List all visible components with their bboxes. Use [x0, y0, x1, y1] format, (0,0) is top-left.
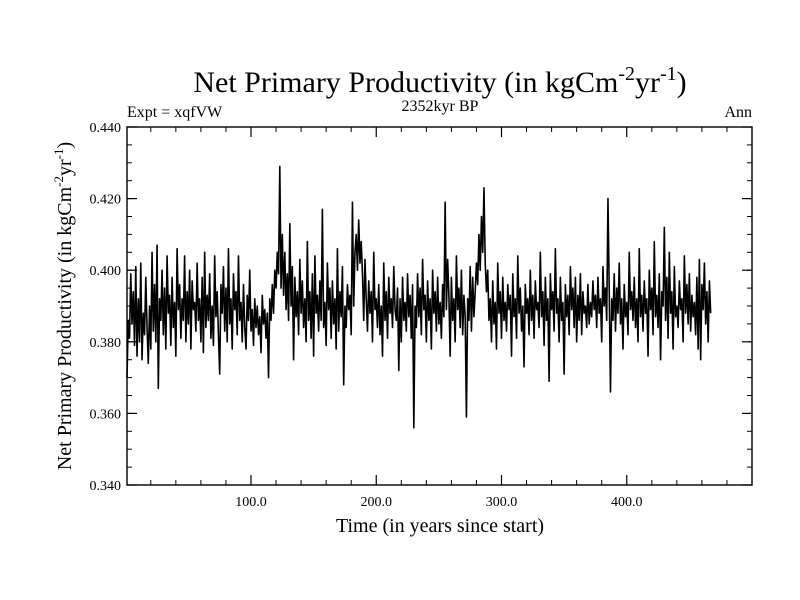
plot-frame — [126, 126, 753, 486]
subtitle-period: 2352kyr BP — [402, 98, 479, 115]
y-tick-label: 0.400 — [90, 264, 122, 279]
x-axis-label: Time (in years since start) — [336, 515, 544, 537]
x-ticks: 100.0 200.0 300.0 400.0 — [150, 127, 728, 510]
y-tick-label: 0.420 — [90, 193, 122, 208]
y-tick-label: 0.380 — [90, 336, 122, 351]
y-tick-label: 0.340 — [90, 479, 122, 494]
subtitle-season: Ann — [724, 104, 752, 121]
npp-series-line — [126, 165, 712, 429]
chart-title: Net Primary Productivity (in kgCm-2yr-1) — [193, 63, 686, 99]
y-tick-label: 0.440 — [90, 121, 122, 136]
x-tick-label: 300.0 — [486, 495, 518, 510]
y-tick-label: 0.360 — [90, 407, 122, 422]
subtitle-experiment: Expt = xqfVW — [127, 104, 223, 121]
x-tick-label: 100.0 — [235, 495, 267, 510]
x-tick-label: 200.0 — [360, 495, 392, 510]
x-tick-label: 400.0 — [611, 495, 643, 510]
y-axis-label: Net Primary Productivity (in kgCm-2yr-1) — [51, 142, 76, 470]
